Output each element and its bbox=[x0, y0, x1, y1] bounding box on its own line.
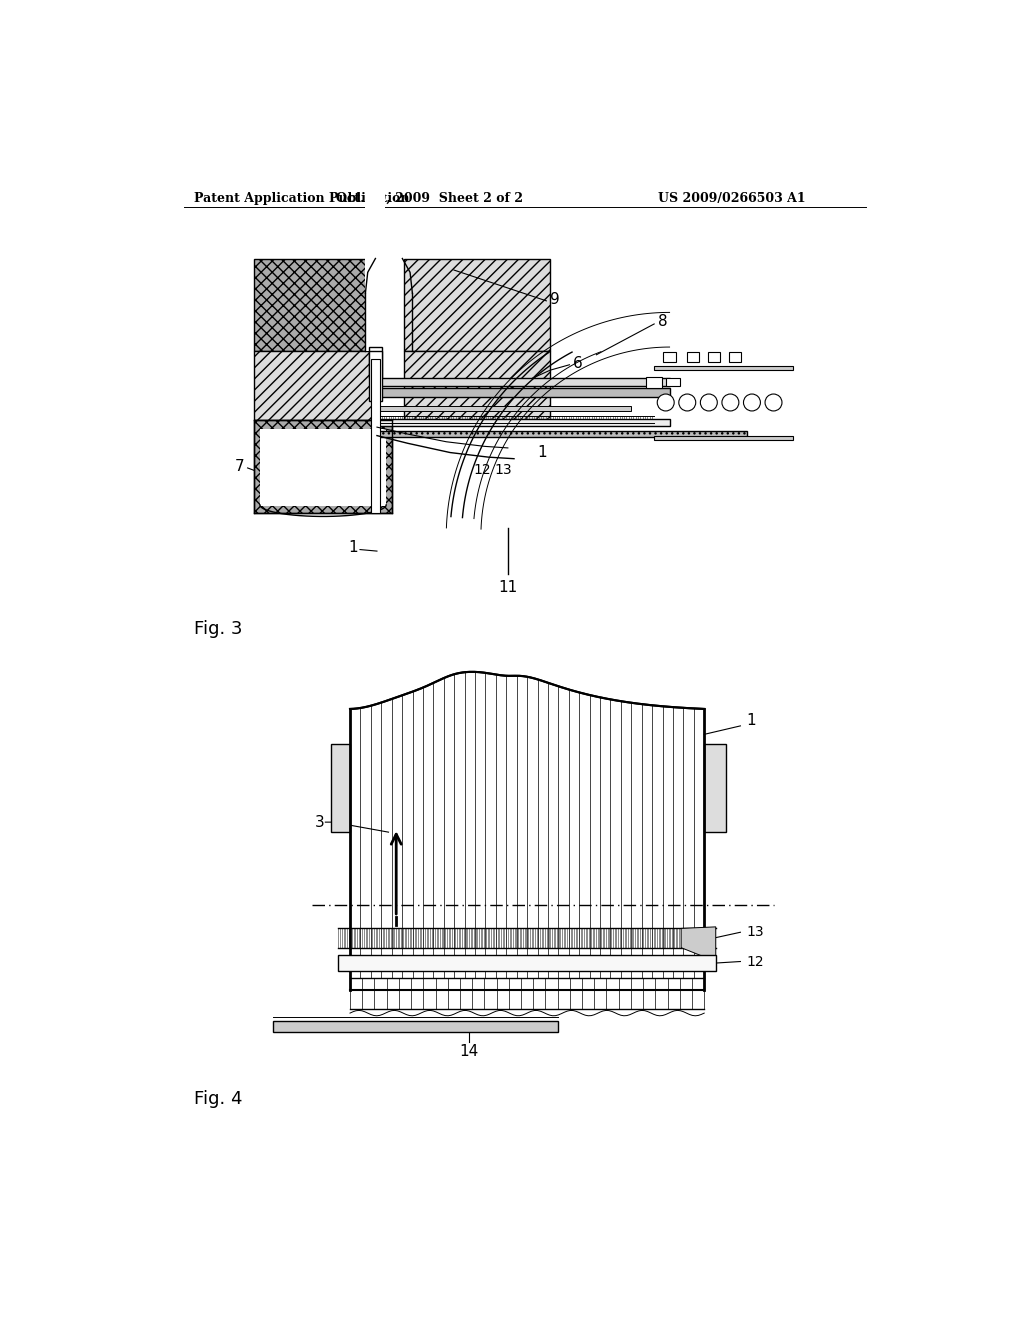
Bar bbox=[708, 351, 720, 363]
Bar bbox=[339, 956, 716, 970]
Bar bbox=[273, 1020, 558, 1032]
Text: 11: 11 bbox=[499, 581, 517, 595]
Bar bbox=[664, 351, 676, 363]
Text: 1: 1 bbox=[746, 713, 756, 729]
Bar bbox=[366, 166, 385, 259]
Bar bbox=[377, 407, 631, 411]
Circle shape bbox=[657, 393, 674, 411]
Bar bbox=[366, 259, 385, 351]
Text: 12: 12 bbox=[473, 462, 490, 477]
Circle shape bbox=[700, 393, 717, 411]
Bar bbox=[705, 743, 726, 832]
Circle shape bbox=[743, 393, 761, 411]
Circle shape bbox=[765, 393, 782, 411]
Text: Oct. 29, 2009  Sheet 2 of 2: Oct. 29, 2009 Sheet 2 of 2 bbox=[336, 191, 523, 205]
Bar bbox=[260, 429, 386, 507]
Bar bbox=[377, 388, 670, 397]
Text: 1: 1 bbox=[348, 540, 357, 554]
Text: 3: 3 bbox=[314, 814, 325, 830]
Bar bbox=[666, 378, 680, 385]
Text: Fig. 4: Fig. 4 bbox=[195, 1090, 243, 1107]
Circle shape bbox=[722, 393, 739, 411]
Text: 13: 13 bbox=[746, 925, 764, 940]
Bar bbox=[254, 351, 377, 420]
Bar bbox=[254, 259, 377, 351]
Text: 9: 9 bbox=[550, 292, 560, 306]
Text: 14: 14 bbox=[460, 1044, 479, 1059]
Bar bbox=[331, 743, 350, 832]
Bar bbox=[403, 259, 550, 351]
Bar bbox=[350, 978, 705, 1010]
Bar bbox=[403, 351, 550, 420]
Bar bbox=[377, 418, 670, 426]
Text: Fig. 3: Fig. 3 bbox=[195, 620, 243, 639]
Text: 7: 7 bbox=[234, 459, 245, 474]
Text: 6: 6 bbox=[573, 355, 583, 371]
Text: 1: 1 bbox=[538, 445, 547, 461]
Text: Patent Application Publication: Patent Application Publication bbox=[195, 191, 410, 205]
Bar bbox=[377, 432, 746, 437]
Bar bbox=[371, 359, 380, 512]
Bar bbox=[370, 351, 382, 401]
Bar bbox=[254, 420, 392, 512]
Bar bbox=[729, 351, 741, 363]
Bar bbox=[686, 351, 698, 363]
Text: US 2009/0266503 A1: US 2009/0266503 A1 bbox=[658, 191, 806, 205]
Text: 13: 13 bbox=[494, 462, 512, 477]
Polygon shape bbox=[681, 927, 716, 961]
Text: 8: 8 bbox=[658, 314, 668, 329]
Circle shape bbox=[679, 393, 695, 411]
Bar bbox=[654, 436, 793, 441]
Text: 12: 12 bbox=[746, 954, 764, 969]
Bar bbox=[370, 347, 382, 378]
Bar bbox=[646, 378, 662, 388]
Bar bbox=[377, 378, 670, 385]
Bar bbox=[654, 366, 793, 370]
